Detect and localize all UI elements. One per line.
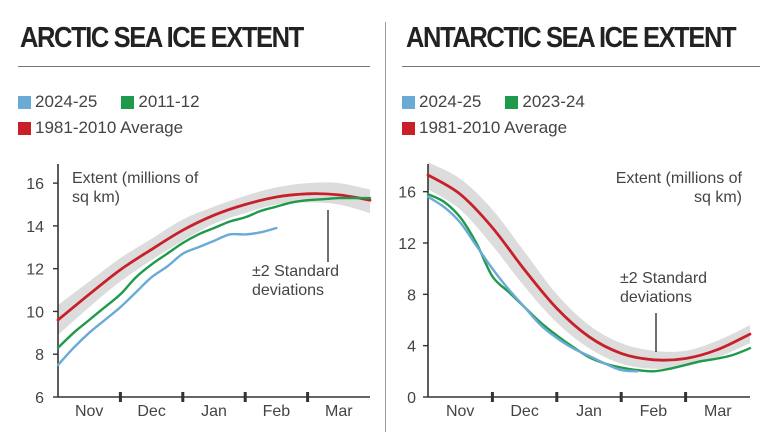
panel-divider <box>385 22 386 432</box>
antarctic-legend-item-2024-25: 2024-25 <box>402 92 481 112</box>
arctic-legend-label-2024-25: 2024-25 <box>35 92 98 111</box>
antarctic-legend-row-2: 1981-2010 Average <box>402 118 591 138</box>
antarctic-legend-swatch-green <box>505 95 519 109</box>
antarctic-series-line-1981-2010-average <box>426 173 752 362</box>
arctic-y-axis-label: sq km) <box>72 189 120 206</box>
antarctic-legend-label-average: 1981-2010 Average <box>419 118 568 137</box>
arctic-month-label: Feb <box>263 403 291 420</box>
antarctic-month-label: Nov <box>446 403 474 420</box>
antarctic-std-dev-annotation: ±2 Standard <box>620 270 707 287</box>
arctic-title-rule <box>18 66 370 67</box>
arctic-series-line-1981-2010-average <box>56 192 372 322</box>
arctic-chart-title: ARCTIC SEA ICE EXTENT <box>20 22 304 54</box>
antarctic-month-label: Feb <box>640 403 668 420</box>
antarctic-month-label: Dec <box>510 403 538 420</box>
arctic-legend-item-2011-12: 2011-12 <box>121 92 200 112</box>
antarctic-y-tick-label: 4 <box>407 339 416 356</box>
arctic-month-label: Dec <box>137 403 165 420</box>
antarctic-series-line-2024-25 <box>426 195 639 373</box>
arctic-legend-swatch-blue <box>18 95 31 109</box>
arctic-month-label: Nov <box>75 403 103 420</box>
antarctic-y-tick-label: 8 <box>407 287 416 304</box>
arctic-y-tick-label: 12 <box>26 262 44 279</box>
antarctic-legend-row-1: 2024-25 2023-24 <box>402 92 609 112</box>
antarctic-panel: ANTARCTIC SEA ICE EXTENT 2024-25 2023-24… <box>388 0 768 435</box>
antarctic-y-tick-label: 16 <box>398 185 416 202</box>
arctic-legend-label-average: 1981-2010 Average <box>35 118 184 137</box>
arctic-legend-swatch-green <box>121 95 135 109</box>
arctic-y-tick-label: 8 <box>35 347 44 364</box>
antarctic-legend-swatch-blue <box>402 95 415 109</box>
antarctic-month-label: Mar <box>704 403 732 420</box>
arctic-chart: 6 8 10 12 14 16 Nov Dec Jan Feb Mar Extent (million… <box>26 164 372 420</box>
arctic-y-axis-label: Extent (millions of <box>72 170 199 187</box>
antarctic-legend-item-2023-24: 2023-24 <box>505 92 585 112</box>
arctic-month-label: Mar <box>325 403 353 420</box>
arctic-series-line-2024-25 <box>56 226 278 367</box>
antarctic-title-rule <box>402 66 760 67</box>
arctic-legend-item-2024-25: 2024-25 <box>18 92 97 112</box>
antarctic-legend-label-2024-25: 2024-25 <box>419 92 482 111</box>
antarctic-y-tick-label: 0 <box>407 390 416 407</box>
arctic-legend-item-average: 1981-2010 Average <box>18 118 183 138</box>
antarctic-chart: 0 4 8 12 16 Nov Dec Jan Feb Mar Extent (millions o… <box>398 162 752 420</box>
antarctic-legend-label-2023-24: 2023-24 <box>522 92 585 111</box>
arctic-std-dev-annotation: deviations <box>252 282 324 299</box>
antarctic-legend-item-average: 1981-2010 Average <box>402 118 567 138</box>
antarctic-chart-title: ANTARCTIC SEA ICE EXTENT <box>406 22 737 54</box>
arctic-legend-row-2: 1981-2010 Average <box>18 118 207 138</box>
antarctic-y-axis-label: sq km) <box>694 189 742 206</box>
arctic-y-tick-label: 16 <box>26 176 44 193</box>
arctic-series-line-2011-12 <box>56 196 372 349</box>
arctic-legend-label-2011-12: 2011-12 <box>138 92 200 111</box>
arctic-std-dev-annotation: ±2 Standard <box>252 263 339 280</box>
antarctic-y-tick-label: 12 <box>398 236 416 253</box>
antarctic-y-axis-label: Extent (millions of <box>616 170 743 187</box>
arctic-legend-swatch-red <box>18 121 31 135</box>
arctic-y-tick-label: 10 <box>26 304 44 321</box>
antarctic-month-label: Jan <box>576 403 602 420</box>
antarctic-std-dev-annotation: deviations <box>620 289 692 306</box>
antarctic-legend-swatch-red <box>402 121 415 135</box>
arctic-y-tick-label: 6 <box>35 390 44 407</box>
arctic-month-label: Jan <box>201 403 227 420</box>
arctic-panel: ARCTIC SEA ICE EXTENT 2024-25 2011-12 19… <box>18 22 372 420</box>
arctic-y-tick-label: 14 <box>26 219 44 236</box>
arctic-legend-row-1: 2024-25 2011-12 <box>18 92 224 112</box>
